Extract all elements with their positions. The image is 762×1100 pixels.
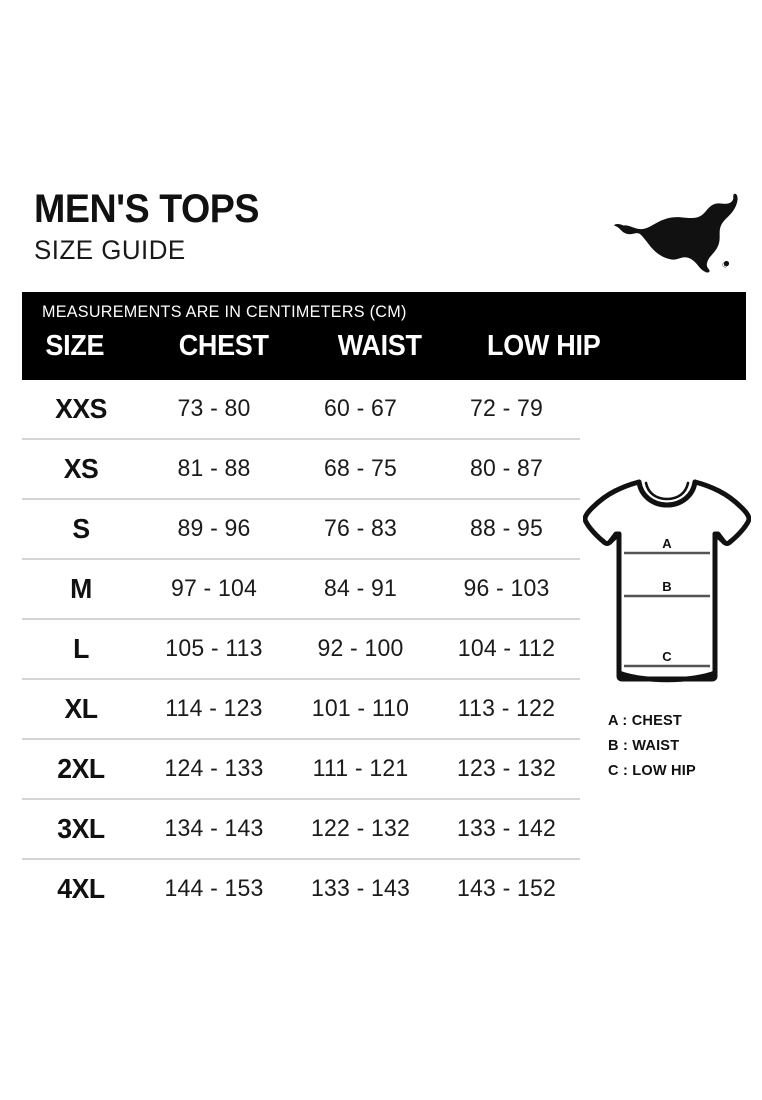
header: MEN'S TOPS SIZE GUIDE ® <box>22 186 746 286</box>
cell-waist: 92 - 100 <box>317 635 404 662</box>
cell-chest: 114 - 123 <box>165 695 263 722</box>
cell-size: M <box>70 573 92 604</box>
column-header-waist: WAIST <box>337 329 422 362</box>
cell-chest: 124 - 133 <box>164 755 264 782</box>
table-row: 3XL 134 - 143 122 - 132 133 - 142 <box>22 800 580 860</box>
cell-low-hip: 113 - 122 <box>457 695 556 722</box>
legend-item-low-hip: C : LOW HIP <box>608 758 754 783</box>
legend-key-b: B <box>608 737 619 754</box>
column-header-chest: CHEST <box>178 329 269 362</box>
legend-item-chest: A : CHEST <box>608 708 754 733</box>
cell-low-hip: 104 - 112 <box>457 635 556 662</box>
cell-low-hip: 88 - 95 <box>469 515 544 542</box>
cell-low-hip: 80 - 87 <box>469 455 544 482</box>
cell-size: XS <box>63 453 99 484</box>
marker-b-label: B <box>662 579 671 594</box>
table-row: XXS 73 - 80 60 - 67 72 - 79 <box>22 380 580 440</box>
size-guide-table: MEASUREMENTS ARE IN CENTIMETERS (CM) SIZ… <box>22 292 746 918</box>
page-title: MEN'S TOPS <box>34 187 260 231</box>
cell-waist: 76 - 83 <box>323 515 398 542</box>
cell-size: L <box>73 633 89 664</box>
table-body: XXS 73 - 80 60 - 67 72 - 79 XS 81 - 88 6… <box>22 380 746 918</box>
legend-separator: : <box>622 737 629 754</box>
legend-label-low-hip: LOW HIP <box>632 762 696 779</box>
legend-label-chest: CHEST <box>631 712 682 729</box>
legend-separator: : <box>622 762 629 779</box>
diagram-legend: A : CHEST B : WAIST C : LOW HIP <box>608 708 758 783</box>
cell-chest: 97 - 104 <box>170 575 258 602</box>
cell-chest: 89 - 96 <box>177 515 251 542</box>
legend-key-a: A <box>608 712 619 729</box>
cell-waist: 60 - 67 <box>323 395 398 422</box>
cell-size: XL <box>64 693 98 724</box>
marker-a-label: A <box>662 536 672 551</box>
cell-chest: 73 - 80 <box>177 395 251 422</box>
legend-key-c: C <box>608 762 619 779</box>
cell-low-hip: 123 - 132 <box>456 755 557 782</box>
cell-size: 3XL <box>57 813 105 844</box>
page-subtitle: SIZE GUIDE <box>34 235 186 265</box>
table-header-block: MEASUREMENTS ARE IN CENTIMETERS (CM) SIZ… <box>22 292 746 380</box>
legend-separator: : <box>622 712 628 729</box>
cell-size: 4XL <box>57 873 105 904</box>
cell-chest: 81 - 88 <box>177 455 251 482</box>
cell-waist: 111 - 121 <box>312 755 409 782</box>
cell-waist: 101 - 110 <box>311 695 410 722</box>
table-row: 4XL 144 - 153 133 - 143 143 - 152 <box>22 860 580 918</box>
legend-item-waist: B : WAIST <box>608 733 754 758</box>
table-row: S 89 - 96 76 - 83 88 - 95 <box>22 500 580 560</box>
table-row: XS 81 - 88 68 - 75 80 - 87 <box>22 440 580 500</box>
column-header-size: SIZE <box>45 329 105 362</box>
cell-low-hip: 143 - 152 <box>456 875 557 902</box>
marker-c-label: C <box>662 649 672 664</box>
cell-low-hip: 133 - 142 <box>456 815 557 842</box>
cell-chest: 134 - 143 <box>164 815 264 842</box>
cell-chest: 105 - 113 <box>165 635 263 662</box>
cell-low-hip: 96 - 103 <box>463 575 550 602</box>
puma-leaping-cat-logo: ® <box>614 192 738 274</box>
legend-label-waist: WAIST <box>632 737 680 754</box>
cell-waist: 133 - 143 <box>310 875 411 902</box>
table-row: 2XL 124 - 133 111 - 121 123 - 132 <box>22 740 580 800</box>
cell-size: S <box>72 513 90 544</box>
cell-chest: 144 - 153 <box>164 875 264 902</box>
cell-waist: 122 - 132 <box>310 815 411 842</box>
cell-size: XXS <box>55 393 107 424</box>
table-row: XL 114 - 123 101 - 110 113 - 122 <box>22 680 580 740</box>
cell-low-hip: 72 - 79 <box>469 395 544 422</box>
registered-trademark-mark: ® <box>722 262 728 270</box>
column-header-low-hip: LOW HIP <box>487 329 601 362</box>
cell-waist: 84 - 91 <box>323 575 398 602</box>
table-column-header-row: SIZE CHEST WAIST LOW HIP <box>22 324 600 368</box>
measurement-unit-note: MEASUREMENTS ARE IN CENTIMETERS (CM) <box>41 302 407 321</box>
title-block: MEN'S TOPS SIZE GUIDE <box>34 186 273 266</box>
table-row: M 97 - 104 84 - 91 96 - 103 <box>22 560 580 620</box>
cell-waist: 68 - 75 <box>323 455 398 482</box>
table-row: L 105 - 113 92 - 100 104 - 112 <box>22 620 580 680</box>
tshirt-measurement-diagram: A B C <box>583 470 751 692</box>
cell-size: 2XL <box>57 753 105 784</box>
